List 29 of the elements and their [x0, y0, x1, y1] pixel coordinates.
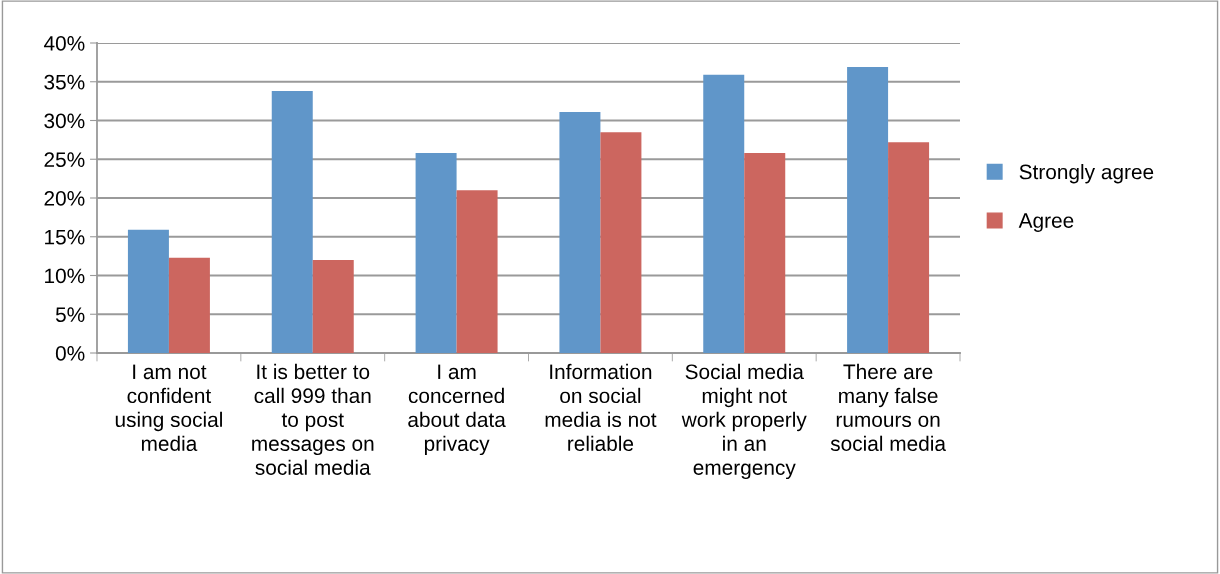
legend-label: Agree — [1018, 213, 1074, 232]
x-tick-label: I am concerned about data privacy — [408, 364, 506, 456]
bar — [847, 67, 889, 353]
y-tick-label: 5% — [55, 307, 85, 322]
x-tick-label: I am not confident using social media — [115, 364, 222, 451]
bar — [888, 142, 930, 353]
x-tick-label: Social media might not work properly in an emergency — [681, 363, 807, 480]
bar — [168, 257, 210, 353]
bar — [456, 190, 498, 353]
y-tick-label: 30% — [44, 113, 85, 129]
x-tick-label: There are many false rumours on social media — [830, 363, 946, 451]
y-tick-label: 20% — [44, 191, 85, 206]
bar — [744, 153, 786, 353]
bar — [312, 260, 354, 353]
bar — [271, 91, 313, 353]
y-tick-label: 35% — [44, 74, 85, 90]
x-tick-label: Information on social media is not reliable — [545, 363, 657, 451]
bar — [415, 153, 457, 353]
x-tick-label: It is better to call 999 than to post messages on social media — [252, 363, 374, 475]
bar — [703, 74, 745, 353]
y-tick-label: 0% — [55, 346, 85, 361]
y-tick-label: 10% — [45, 268, 85, 284]
bar — [600, 132, 642, 353]
legend-label: Strongly agree — [1019, 164, 1154, 184]
y-tick-label: 15% — [45, 229, 85, 245]
bar — [559, 111, 601, 353]
y-tick-label: 40% — [43, 36, 85, 51]
y-tick-label: 25% — [44, 152, 85, 167]
bar — [127, 229, 169, 353]
